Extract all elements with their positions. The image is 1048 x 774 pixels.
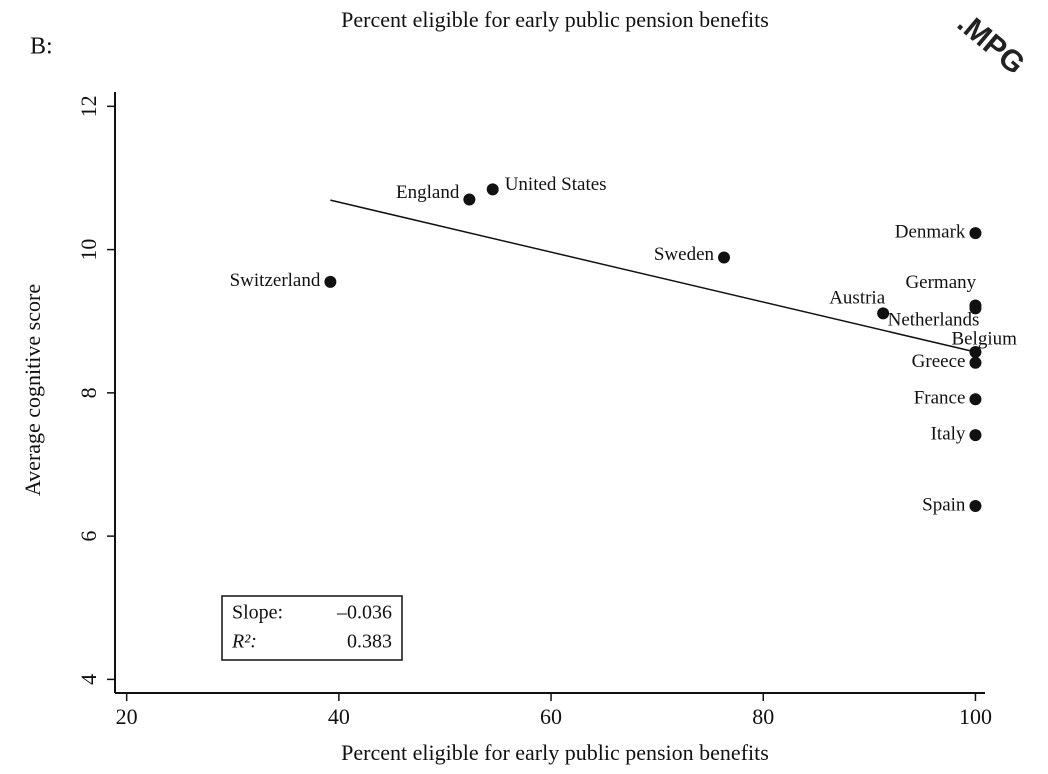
data-point bbox=[486, 183, 499, 196]
point-label: England bbox=[396, 182, 460, 203]
y-tick-label: 6 bbox=[76, 531, 101, 542]
x-tick-label: 100 bbox=[959, 704, 992, 729]
x-tick-label: 80 bbox=[752, 704, 774, 729]
y-tick-label: 10 bbox=[76, 239, 101, 261]
data-point bbox=[877, 307, 890, 320]
point-label: United States bbox=[505, 174, 607, 195]
x-tick-label: 40 bbox=[328, 704, 350, 729]
data-point bbox=[969, 429, 982, 442]
panel-label: B: bbox=[30, 34, 53, 60]
point-label: Sweden bbox=[654, 244, 715, 265]
data-point bbox=[969, 302, 982, 315]
data-point bbox=[969, 227, 982, 240]
y-tick-label: 4 bbox=[76, 674, 101, 685]
data-point bbox=[969, 393, 982, 406]
stats-box bbox=[221, 595, 403, 661]
chart-title: Percent eligible for early public pensio… bbox=[341, 7, 769, 32]
data-point bbox=[463, 193, 476, 206]
y-tick-label: 12 bbox=[76, 95, 101, 117]
point-label: Germany bbox=[905, 272, 976, 293]
y-tick-label: 8 bbox=[76, 387, 101, 398]
data-point bbox=[324, 275, 337, 288]
data-point bbox=[718, 251, 730, 264]
data-point bbox=[969, 346, 982, 359]
x-axis-label: Percent eligible for early public pensio… bbox=[341, 740, 769, 765]
point-label: Netherlands bbox=[888, 310, 980, 331]
fit-line bbox=[330, 199, 976, 353]
watermark: .MPG bbox=[951, 7, 1031, 82]
x-tick-label: 60 bbox=[540, 704, 562, 729]
point-label: Italy bbox=[931, 423, 966, 444]
y-axis-label: Average cognitive score bbox=[20, 284, 45, 496]
point-label: France bbox=[914, 388, 966, 409]
stats-value: 0.383 bbox=[347, 631, 392, 653]
point-label: Denmark bbox=[895, 221, 966, 242]
stats-label: R²: bbox=[231, 631, 257, 653]
point-label: Greece bbox=[912, 351, 966, 372]
point-label: Belgium bbox=[951, 328, 1017, 349]
point-label: Austria bbox=[829, 288, 886, 309]
point-label: Spain bbox=[922, 494, 966, 515]
data-point bbox=[969, 500, 982, 513]
point-label: Switzerland bbox=[230, 270, 321, 291]
data-point bbox=[969, 356, 982, 369]
stats-label: Slope: bbox=[232, 602, 283, 624]
stats-value: –0.036 bbox=[336, 602, 392, 624]
x-tick-label: 20 bbox=[116, 704, 138, 729]
